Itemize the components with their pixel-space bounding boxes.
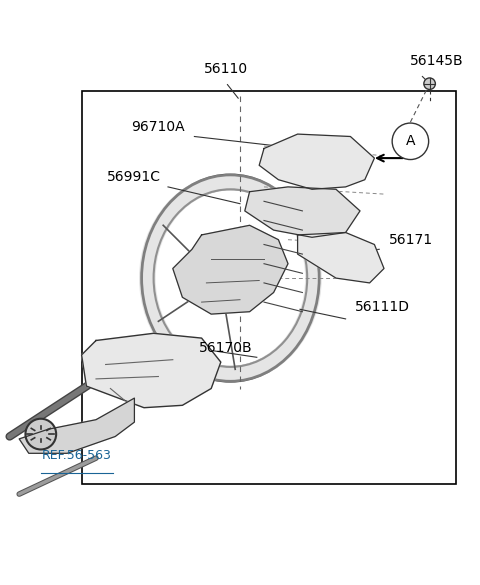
Circle shape: [424, 78, 435, 90]
Text: 56170B: 56170B: [199, 340, 252, 355]
Polygon shape: [19, 398, 134, 453]
Text: 56110: 56110: [204, 62, 248, 76]
Polygon shape: [298, 232, 384, 283]
Text: 56171: 56171: [389, 233, 433, 247]
Text: 56111D: 56111D: [355, 300, 410, 314]
Text: A: A: [406, 135, 415, 149]
Circle shape: [392, 123, 429, 160]
Polygon shape: [259, 134, 374, 190]
Text: 96710A: 96710A: [132, 120, 185, 134]
Polygon shape: [82, 333, 221, 408]
Polygon shape: [245, 187, 360, 238]
Text: 56145B: 56145B: [410, 54, 464, 68]
Polygon shape: [173, 225, 288, 314]
Text: 56991C: 56991C: [108, 170, 161, 184]
Circle shape: [25, 419, 56, 449]
Text: REF.56-563: REF.56-563: [42, 449, 112, 462]
